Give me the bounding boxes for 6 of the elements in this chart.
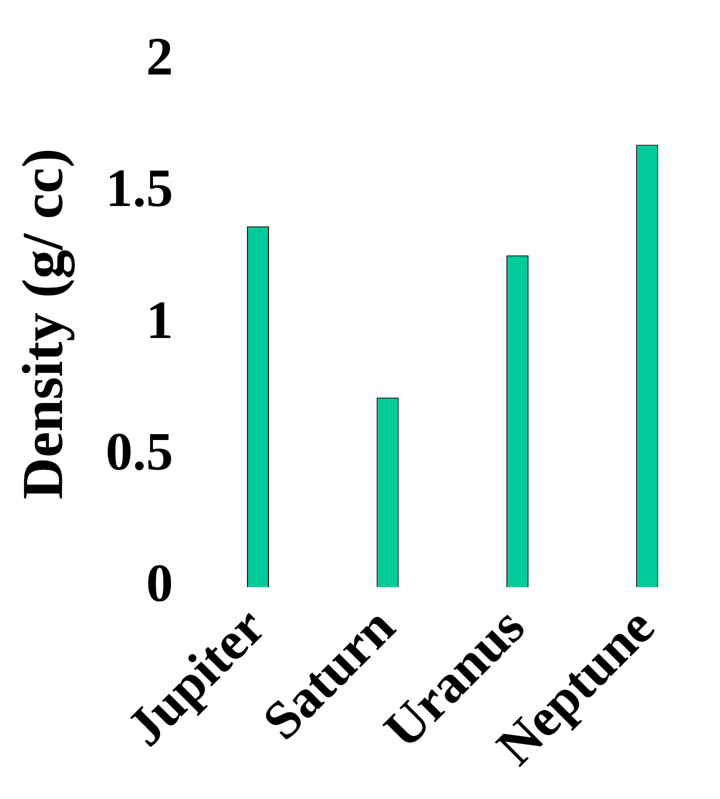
y-tick-label: 0.5 [106, 422, 174, 482]
y-tick-label: 1 [146, 290, 174, 350]
y-tick-label: 1.5 [106, 158, 174, 218]
y-tick-label: 0 [146, 553, 174, 614]
y-axis-title: Density (g/ cc) [10, 148, 75, 500]
y-tick-label: 2 [146, 26, 174, 86]
